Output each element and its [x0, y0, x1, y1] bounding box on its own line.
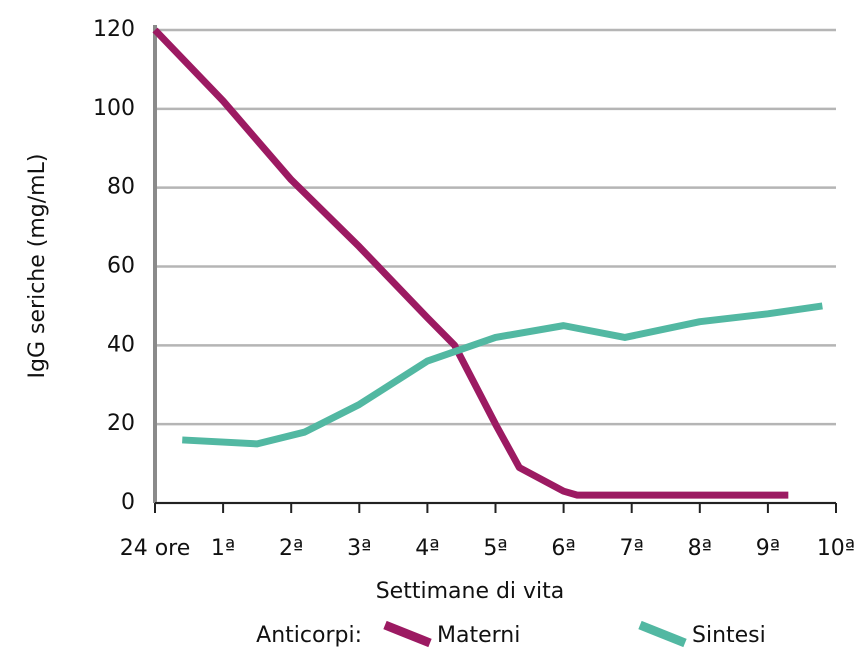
x-axis-label: Settimane di vita [376, 579, 565, 604]
line-series [152, 27, 789, 499]
x-tick-label: 5ª [483, 536, 507, 561]
x-tick-label: 3ª [347, 536, 371, 561]
x-tick-label: 2ª [279, 536, 303, 561]
x-tick-label: 10ª [817, 536, 855, 561]
x-tick-label: 6ª [551, 536, 575, 561]
y-tick-label: 0 [121, 490, 135, 515]
y-tick-label: 120 [93, 17, 135, 42]
y-tick-label: 40 [107, 332, 135, 357]
y-tick-label: 80 [107, 175, 135, 200]
legend-swatch [383, 620, 432, 648]
legend-label: Sintesi [692, 623, 766, 648]
y-axis-label: IgG seriche (mg/mL) [25, 154, 50, 379]
y-tick-label: 60 [107, 254, 135, 279]
x-tick-label: 9ª [756, 536, 780, 561]
y-tick-label: 20 [107, 411, 135, 436]
y-tick-label: 100 [93, 96, 135, 121]
x-tick-label: 7ª [620, 536, 644, 561]
x-tick-label: 8ª [688, 536, 712, 561]
legend-swatch [638, 620, 687, 648]
x-tick-label: 4ª [415, 536, 439, 561]
legend-label: Materni [437, 623, 520, 648]
line-series [182, 302, 823, 448]
x-tick-label: 24 ore [120, 536, 191, 561]
legend-title: Anticorpi: [256, 623, 362, 648]
x-tick-label: 1ª [211, 536, 235, 561]
